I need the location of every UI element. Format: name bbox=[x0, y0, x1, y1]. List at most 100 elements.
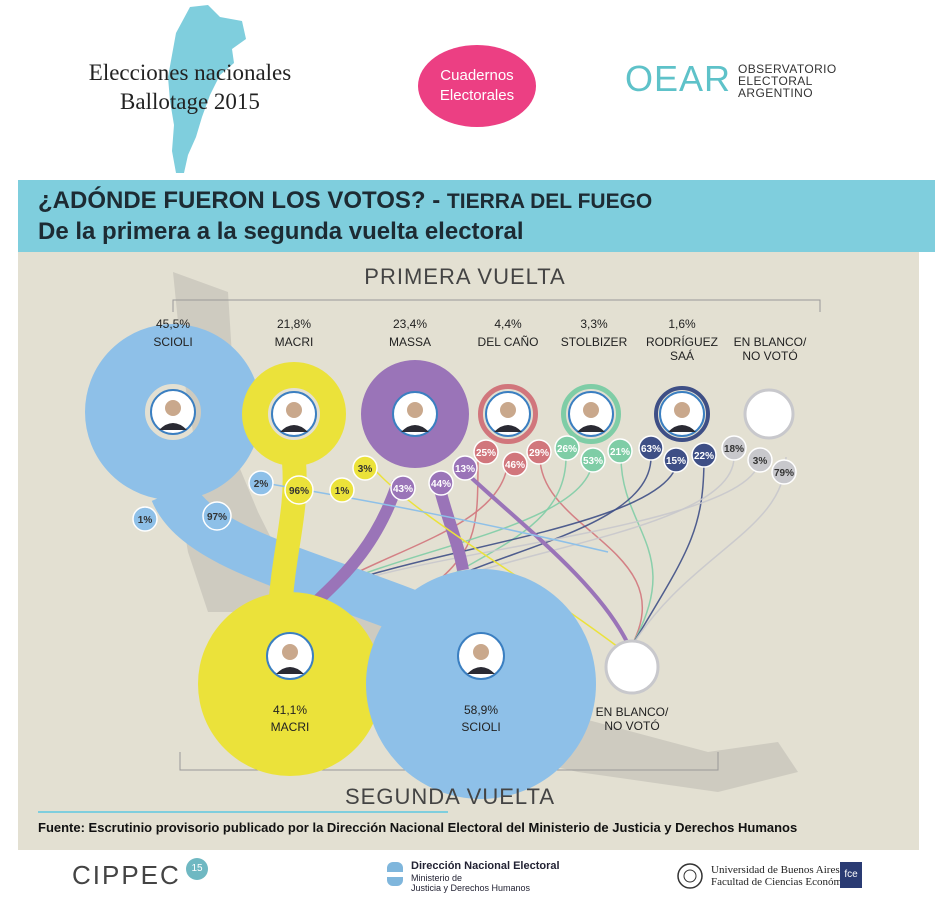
node-first-scioli bbox=[85, 324, 261, 500]
node-first-stolbizer bbox=[561, 384, 621, 444]
second-name-blanco: EN BLANCO/ bbox=[596, 705, 669, 719]
oear-mark: OEAR bbox=[625, 58, 732, 99]
flow-bubble-scioli-to_blanco bbox=[132, 506, 158, 532]
node-first-macri bbox=[242, 362, 346, 466]
second-name-scioli: SCIOLI bbox=[461, 720, 500, 734]
banner-title: ¿ADÓNDE FUERON LOS VOTOS? - TIERRA DEL F… bbox=[38, 187, 652, 215]
node-second-macri bbox=[198, 592, 382, 776]
candidate-face-delcano bbox=[500, 402, 516, 418]
first-name-label: MASSA bbox=[389, 335, 431, 349]
flow-pct-scioli-to_scioli: 97% bbox=[207, 512, 227, 523]
flow-pct-delcano-to_blanco: 29% bbox=[529, 448, 549, 459]
dine-ministry: Ministerio de Justicia y Derechos Humano… bbox=[411, 873, 530, 893]
first-share-label: 45,5% bbox=[156, 317, 190, 331]
banner-title-main: ¿ADÓNDE FUERON LOS VOTOS? - bbox=[38, 187, 447, 214]
first-name-label: MACRI bbox=[275, 335, 314, 349]
flow-bubble-macri-to_scioli bbox=[329, 477, 355, 503]
dine-name: Dirección Nacional Electoral bbox=[411, 860, 560, 872]
flow-pct-blanco-to_scioli: 3% bbox=[753, 456, 768, 467]
flow-nodes bbox=[85, 324, 795, 799]
dine-logo: Dirección Nacional Electoral Ministerio … bbox=[385, 860, 560, 895]
flow-line-rodriguez_saa bbox=[627, 456, 705, 653]
node-first-blanco bbox=[743, 388, 795, 440]
oear-line1: OBSERVATORIO bbox=[738, 62, 837, 76]
flow-bubble-scioli-to_scioli bbox=[202, 501, 232, 531]
oear-line3: ARGENTINO bbox=[738, 86, 813, 100]
banner-subtitle: De la primera a la segunda vuelta electo… bbox=[38, 218, 524, 245]
node-first-rodriguez_saa bbox=[654, 386, 710, 442]
first-share-label: 3,3% bbox=[580, 317, 608, 331]
source-note: Fuente: Escrutinio provisorio publicado … bbox=[38, 820, 798, 835]
uba-line1: Universidad de Buenos Aires bbox=[711, 864, 840, 876]
flow-bubble-delcano-to_scioli bbox=[502, 451, 528, 477]
flow-pct-blanco-to_macri: 18% bbox=[724, 444, 744, 455]
footer-logos: CIPPEC 15 Dirección Nacional Electoral M… bbox=[0, 850, 935, 900]
flow-pct-massa-to_blanco: 13% bbox=[455, 464, 475, 475]
argentina-shield-icon bbox=[387, 862, 403, 886]
candidate-suit-macri bbox=[280, 425, 308, 432]
flow-band-massa-macri bbox=[311, 480, 404, 607]
cuadernos-electorales-badge: Cuadernos Electorales bbox=[418, 45, 536, 127]
flow-labels: 25% 46% 29% 26% 53% 21% 63% 15% 22% 18% 3% 79% 43% 44… bbox=[132, 317, 807, 734]
second-share-macri: 41,1% bbox=[273, 703, 307, 717]
first-name-label: SCIOLI bbox=[153, 335, 192, 349]
flow-bubble-delcano-to_blanco bbox=[526, 439, 552, 465]
bottom-label: SEGUNDA VUELTA bbox=[345, 784, 555, 809]
first-share-label: 1,6% bbox=[668, 317, 696, 331]
fce-logo: fce bbox=[840, 862, 862, 888]
node-first-delcano bbox=[478, 384, 538, 444]
candidate-face-massa bbox=[407, 402, 423, 418]
badge-line2: Electorales bbox=[439, 87, 515, 104]
flow-pct-macri-to_macri: 96% bbox=[289, 486, 309, 497]
first-name2-label: SAÁ bbox=[670, 348, 694, 363]
flow-pct-rodriguez_saa-to_macri: 63% bbox=[641, 444, 661, 455]
flow-bubble-stolbizer-to_scioli bbox=[580, 447, 606, 473]
flow-pct-stolbizer-to_blanco: 21% bbox=[610, 447, 630, 458]
candidate-face-second-scioli bbox=[473, 644, 489, 660]
flow-pct-stolbizer-to_macri: 26% bbox=[557, 444, 577, 455]
top-label: PRIMERA VUELTA bbox=[364, 264, 565, 289]
first-share-label: 4,4% bbox=[494, 317, 522, 331]
first-name-label: STOLBIZER bbox=[561, 335, 628, 349]
flow-pct-macri-to_scioli: 1% bbox=[335, 486, 350, 497]
flow-bubble-massa-to_macri bbox=[390, 475, 416, 501]
flow-bubble-macri-to_blanco bbox=[352, 455, 378, 481]
second-name-macri: MACRI bbox=[271, 720, 310, 734]
header-title: Elecciones nacionales Ballotage 2015 bbox=[60, 58, 320, 116]
flow-bubble-rodriguez_saa-to_macri bbox=[638, 435, 664, 461]
flow-bubble-stolbizer-to_macri bbox=[554, 435, 580, 461]
candidate-suit-massa bbox=[401, 425, 429, 432]
second-name2-blanco: NO VOTÓ bbox=[604, 718, 659, 733]
cippec-15-badge: 15 bbox=[186, 858, 208, 880]
candidate-suit-scioli bbox=[159, 423, 187, 430]
flow-bubble-rodriguez_saa-to_blanco bbox=[691, 442, 717, 468]
flow-bubble-delcano-to_macri bbox=[473, 439, 499, 465]
flow-pct-rodriguez_saa-to_blanco: 22% bbox=[694, 451, 714, 462]
flow-bubble-blanco-to_scioli bbox=[747, 447, 773, 473]
flow-pct-blanco-to_blanco: 79% bbox=[774, 468, 794, 479]
candidate-face-stolbizer bbox=[583, 402, 599, 418]
uba-logo: Universidad de Buenos Aires Facultad de … bbox=[676, 862, 862, 895]
candidate-suit-second-macri bbox=[276, 667, 304, 674]
badge-line1: Cuadernos bbox=[440, 67, 514, 84]
flow-pct-massa-to_scioli: 44% bbox=[431, 479, 451, 490]
flow-pct-rodriguez_saa-to_scioli: 15% bbox=[666, 456, 686, 467]
title-banner: ¿ADÓNDE FUERON LOS VOTOS? - TIERRA DEL F… bbox=[18, 180, 935, 252]
cippec-logo: CIPPEC bbox=[72, 860, 181, 890]
candidate-face-rodriguez_saa bbox=[674, 402, 690, 418]
flow-line-macri-blanco bbox=[367, 461, 619, 648]
oear-line2: ELECTORAL bbox=[738, 74, 813, 88]
flow-pct-stolbizer-to_scioli: 53% bbox=[583, 456, 603, 467]
flow-chart: 25% 46% 29% 26% 53% 21% 63% 15% 22% 18% 3% 79% 43% 44… bbox=[38, 264, 821, 813]
flow-chart-area: 25% 46% 29% 26% 53% 21% 63% 15% 22% 18% 3% 79% 43% 44… bbox=[18, 252, 919, 850]
header-title-line2: Ballotage 2015 bbox=[120, 89, 260, 114]
flow-bubble-blanco-to_macri bbox=[721, 435, 747, 461]
header-title-line1: Elecciones nacionales bbox=[88, 60, 292, 85]
candidate-suit-delcano bbox=[494, 425, 522, 432]
flow-line-stolbizer bbox=[620, 456, 654, 653]
second-share-scioli: 58,9% bbox=[464, 703, 498, 717]
flow-bubble-massa-to_blanco bbox=[452, 455, 478, 481]
first-share-label: 23,4% bbox=[393, 317, 427, 331]
oear-text: OBSERVATORIO ELECTORAL ARGENTINO bbox=[738, 63, 837, 99]
uba-line2: Facultad de Ciencias Económicas bbox=[711, 876, 860, 888]
